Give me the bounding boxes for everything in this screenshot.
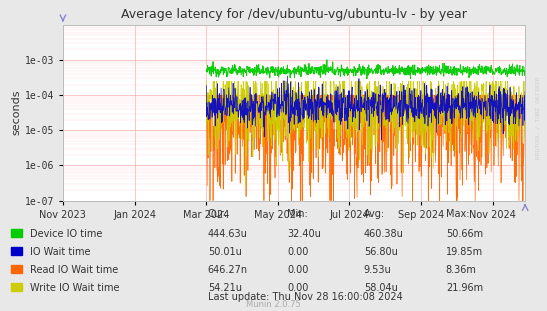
Text: 56.80u: 56.80u — [364, 247, 398, 257]
Text: 32.40u: 32.40u — [287, 229, 321, 239]
Text: Munin 2.0.75: Munin 2.0.75 — [246, 299, 301, 309]
Text: 54.21u: 54.21u — [208, 283, 242, 293]
Text: 460.38u: 460.38u — [364, 229, 404, 239]
Y-axis label: seconds: seconds — [11, 90, 22, 136]
Text: RRDTOOL / TOBI OETIKER: RRDTOOL / TOBI OETIKER — [536, 77, 540, 160]
Text: Max:: Max: — [446, 209, 469, 219]
Text: Last update: Thu Nov 28 16:00:08 2024: Last update: Thu Nov 28 16:00:08 2024 — [208, 292, 403, 302]
Text: 8.36m: 8.36m — [446, 265, 476, 275]
Text: 0.00: 0.00 — [287, 247, 309, 257]
Text: Read IO Wait time: Read IO Wait time — [30, 265, 118, 275]
Text: 19.85m: 19.85m — [446, 247, 483, 257]
Text: Min:: Min: — [287, 209, 308, 219]
Text: 9.53u: 9.53u — [364, 265, 392, 275]
Text: Device IO time: Device IO time — [30, 229, 102, 239]
Text: Avg:: Avg: — [364, 209, 385, 219]
Text: Cur:: Cur: — [208, 209, 228, 219]
Text: 0.00: 0.00 — [287, 265, 309, 275]
Text: IO Wait time: IO Wait time — [30, 247, 91, 257]
Text: 50.66m: 50.66m — [446, 229, 483, 239]
Text: 646.27n: 646.27n — [208, 265, 248, 275]
Text: 58.04u: 58.04u — [364, 283, 398, 293]
Text: 21.96m: 21.96m — [446, 283, 483, 293]
Text: Write IO Wait time: Write IO Wait time — [30, 283, 120, 293]
Text: 444.63u: 444.63u — [208, 229, 248, 239]
Text: 50.01u: 50.01u — [208, 247, 242, 257]
Text: 0.00: 0.00 — [287, 283, 309, 293]
Title: Average latency for /dev/ubuntu-vg/ubuntu-lv - by year: Average latency for /dev/ubuntu-vg/ubunt… — [121, 8, 467, 21]
